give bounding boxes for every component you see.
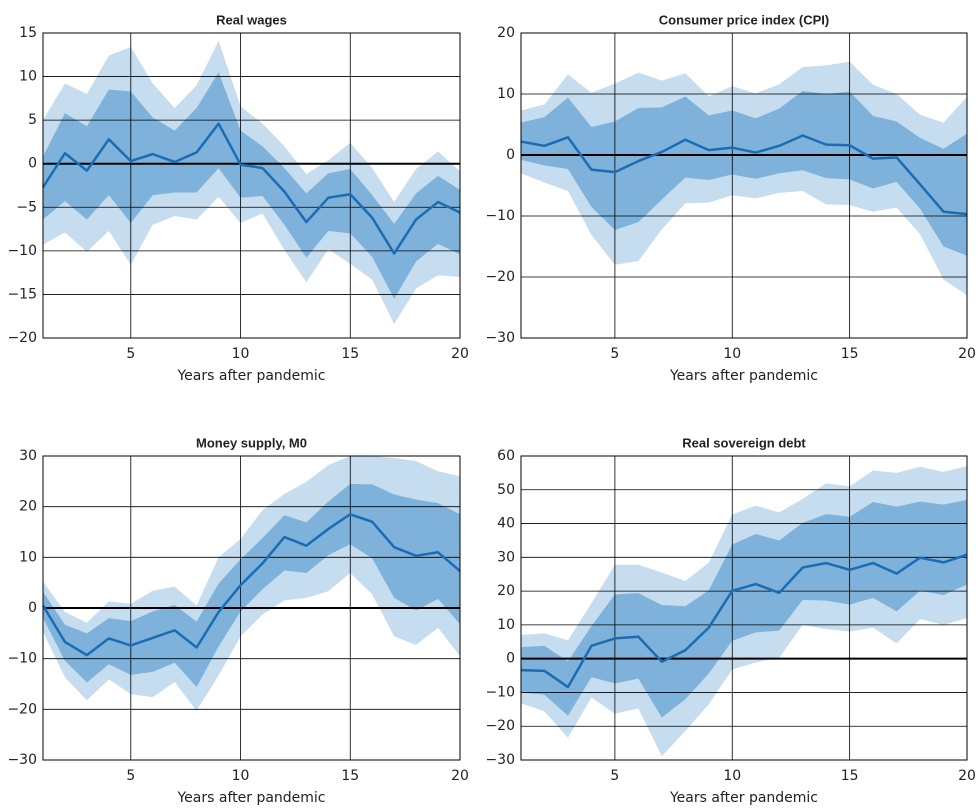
x-tick-label: 10 <box>232 346 250 362</box>
y-tick-label: 15 <box>19 25 37 41</box>
x-tick-label: 5 <box>610 346 619 362</box>
y-tick-label: 10 <box>497 617 515 633</box>
x-tick-label: 20 <box>451 346 469 362</box>
chart-title: Money supply, M0 <box>196 435 307 450</box>
x-tick-label: 15 <box>841 768 859 784</box>
y-tick-label: 10 <box>19 69 37 85</box>
y-tick-label: −10 <box>485 684 515 700</box>
y-tick-label: 0 <box>28 156 37 172</box>
confidence-band <box>43 483 460 688</box>
y-tick-label: 40 <box>497 516 515 532</box>
x-tick-label: 15 <box>841 346 859 362</box>
chart-title: Real wages <box>216 12 287 27</box>
y-tick-label: 30 <box>497 549 515 565</box>
y-tick-label: −10 <box>7 243 37 259</box>
x-tick-label: 15 <box>341 346 359 362</box>
confidence-band <box>43 72 460 299</box>
line-series <box>41 122 461 255</box>
chart-title: Real sovereign debt <box>682 435 806 450</box>
y-tick-label: 10 <box>19 549 37 565</box>
y-tick-label: 5 <box>28 112 37 128</box>
y-tick-label: 0 <box>506 147 515 163</box>
y-tick-label: 0 <box>28 600 37 616</box>
y-tick-label: −10 <box>485 208 515 224</box>
x-tick-label: 10 <box>232 768 250 784</box>
y-tick-label: 20 <box>497 583 515 599</box>
x-axis-label: Years after pandemic <box>176 368 325 384</box>
line-series <box>41 513 461 657</box>
x-tick-label: 20 <box>958 768 976 784</box>
y-tick-label: 10 <box>497 86 515 102</box>
x-axis-label: Years after pandemic <box>176 790 325 806</box>
y-tick-label: −20 <box>7 701 37 717</box>
y-tick-label: −15 <box>7 286 37 302</box>
y-tick-label: −30 <box>485 752 515 768</box>
y-tick-label: −20 <box>7 330 37 346</box>
y-tick-label: 60 <box>497 448 515 464</box>
y-tick-label: −20 <box>485 269 515 285</box>
line-series <box>520 134 968 216</box>
y-tick-label: −20 <box>485 718 515 734</box>
plot-frame <box>520 455 968 761</box>
x-tick-label: 15 <box>341 768 359 784</box>
line-series <box>520 553 968 689</box>
y-tick-label: −30 <box>7 752 37 768</box>
y-tick-label: 50 <box>497 482 515 498</box>
plot-frame <box>42 32 461 339</box>
y-tick-label: 0 <box>506 651 515 667</box>
x-tick-label: 5 <box>126 346 135 362</box>
confidence-band <box>521 499 967 718</box>
chart-title: Consumer price index (CPI) <box>659 12 829 27</box>
x-tick-label: 10 <box>723 346 741 362</box>
x-axis-label: Years after pandemic <box>669 790 818 806</box>
confidence-band <box>521 90 967 256</box>
y-tick-label: 20 <box>497 25 515 41</box>
plot-frame <box>42 455 461 761</box>
x-axis-label: Years after pandemic <box>669 368 818 384</box>
x-tick-label: 5 <box>610 768 619 784</box>
y-tick-label: 20 <box>19 499 37 515</box>
y-tick-label: −30 <box>485 330 515 346</box>
x-tick-label: 10 <box>723 768 741 784</box>
y-tick-label: −5 <box>16 199 37 215</box>
plot-frame <box>520 32 968 339</box>
y-tick-label: 30 <box>19 448 37 464</box>
y-tick-label: −10 <box>7 651 37 667</box>
x-tick-label: 5 <box>126 768 135 784</box>
x-tick-label: 20 <box>451 768 469 784</box>
x-tick-label: 20 <box>958 346 976 362</box>
